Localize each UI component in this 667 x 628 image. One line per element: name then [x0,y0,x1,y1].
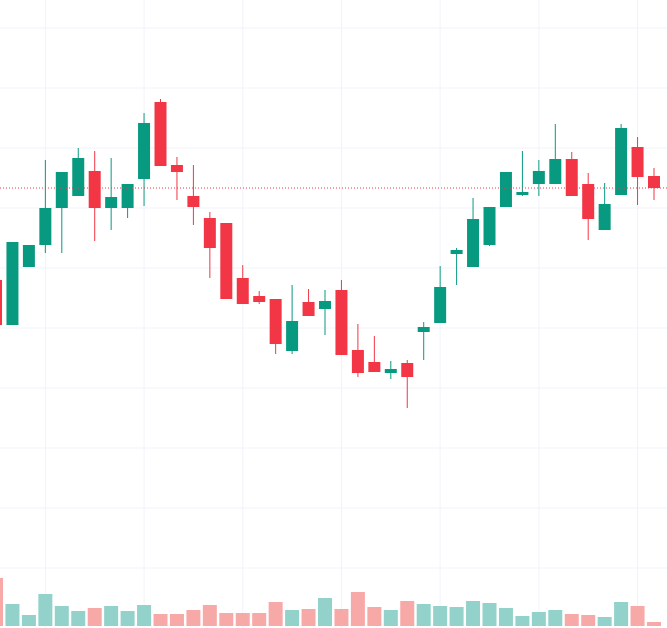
volume-bar [581,615,596,626]
candle-body [565,159,578,196]
volume-bar [104,606,119,626]
candle-body [615,128,628,195]
volume-bar [5,604,20,626]
candle-body [6,242,19,325]
volume-bar [318,598,332,626]
candle-body [286,321,299,351]
volume-bar [531,612,546,626]
volume-bar [21,615,36,626]
candle-body [72,158,85,196]
candle-body [203,218,216,248]
candle-body [105,197,118,208]
candle-body [483,207,496,245]
candle-body [582,184,595,219]
candle-body [499,172,512,207]
volume-bar [268,602,283,626]
volume-bar [367,607,382,626]
volume-bar [449,607,464,626]
volume-bar [334,609,349,626]
candle-body [39,208,52,245]
volume-bar [400,601,415,626]
volume-bar [252,613,267,626]
candle-body [648,176,660,188]
candle-body [236,278,249,304]
volume-bar [0,578,3,626]
volume-bar [153,614,168,626]
volume-bar [647,622,661,626]
volume-bar [482,603,497,626]
volume-bar [54,606,69,626]
candle-body [335,290,348,355]
volume-bar [383,610,398,626]
candle-body [401,363,414,377]
candle-body [253,296,266,302]
volume-bar [564,614,579,626]
candle-body [22,245,35,267]
candle-body [154,102,167,166]
candle-body [319,301,331,309]
volume-bar [71,611,86,626]
candle-body [0,280,2,325]
volume-bar [120,611,135,626]
volume-bar [630,606,645,626]
volume-bar [515,616,530,626]
volume-bar [498,608,513,626]
candle-body [384,369,397,373]
volume-bar [169,614,184,626]
candle-body [631,147,644,177]
candle-body [121,184,134,208]
volume-bar [597,617,612,626]
volume-bar [548,610,563,626]
candle-body [55,172,68,208]
candle-body [368,362,381,372]
volume-bar [137,605,152,626]
volume-bar [186,610,201,626]
candle-body [302,302,315,316]
candle-body [532,171,545,184]
candle-body [467,219,480,267]
candle-body [450,250,463,254]
candle-body [434,287,447,323]
volume-bar [466,601,481,626]
candle-body [516,192,529,195]
candle-body [549,159,562,184]
volume-bar [87,608,102,626]
volume-bar [433,606,448,626]
volume-bar [416,604,431,626]
volume-bar [285,610,300,626]
volume-bar [614,602,629,626]
volume-bar [235,613,250,626]
candle-body [138,123,151,179]
candle-body [269,299,282,344]
volume-bar [301,609,316,626]
volume-bar [38,594,53,626]
candle-body [88,171,101,208]
volume-bar [350,592,365,626]
candle-body [351,350,364,373]
candle-body [220,223,233,299]
candle-body [598,204,611,230]
volume-bar [202,605,217,626]
candle-body [417,327,430,332]
candle-body [187,196,200,207]
candle-body [170,165,183,172]
volume-bar [219,613,234,626]
